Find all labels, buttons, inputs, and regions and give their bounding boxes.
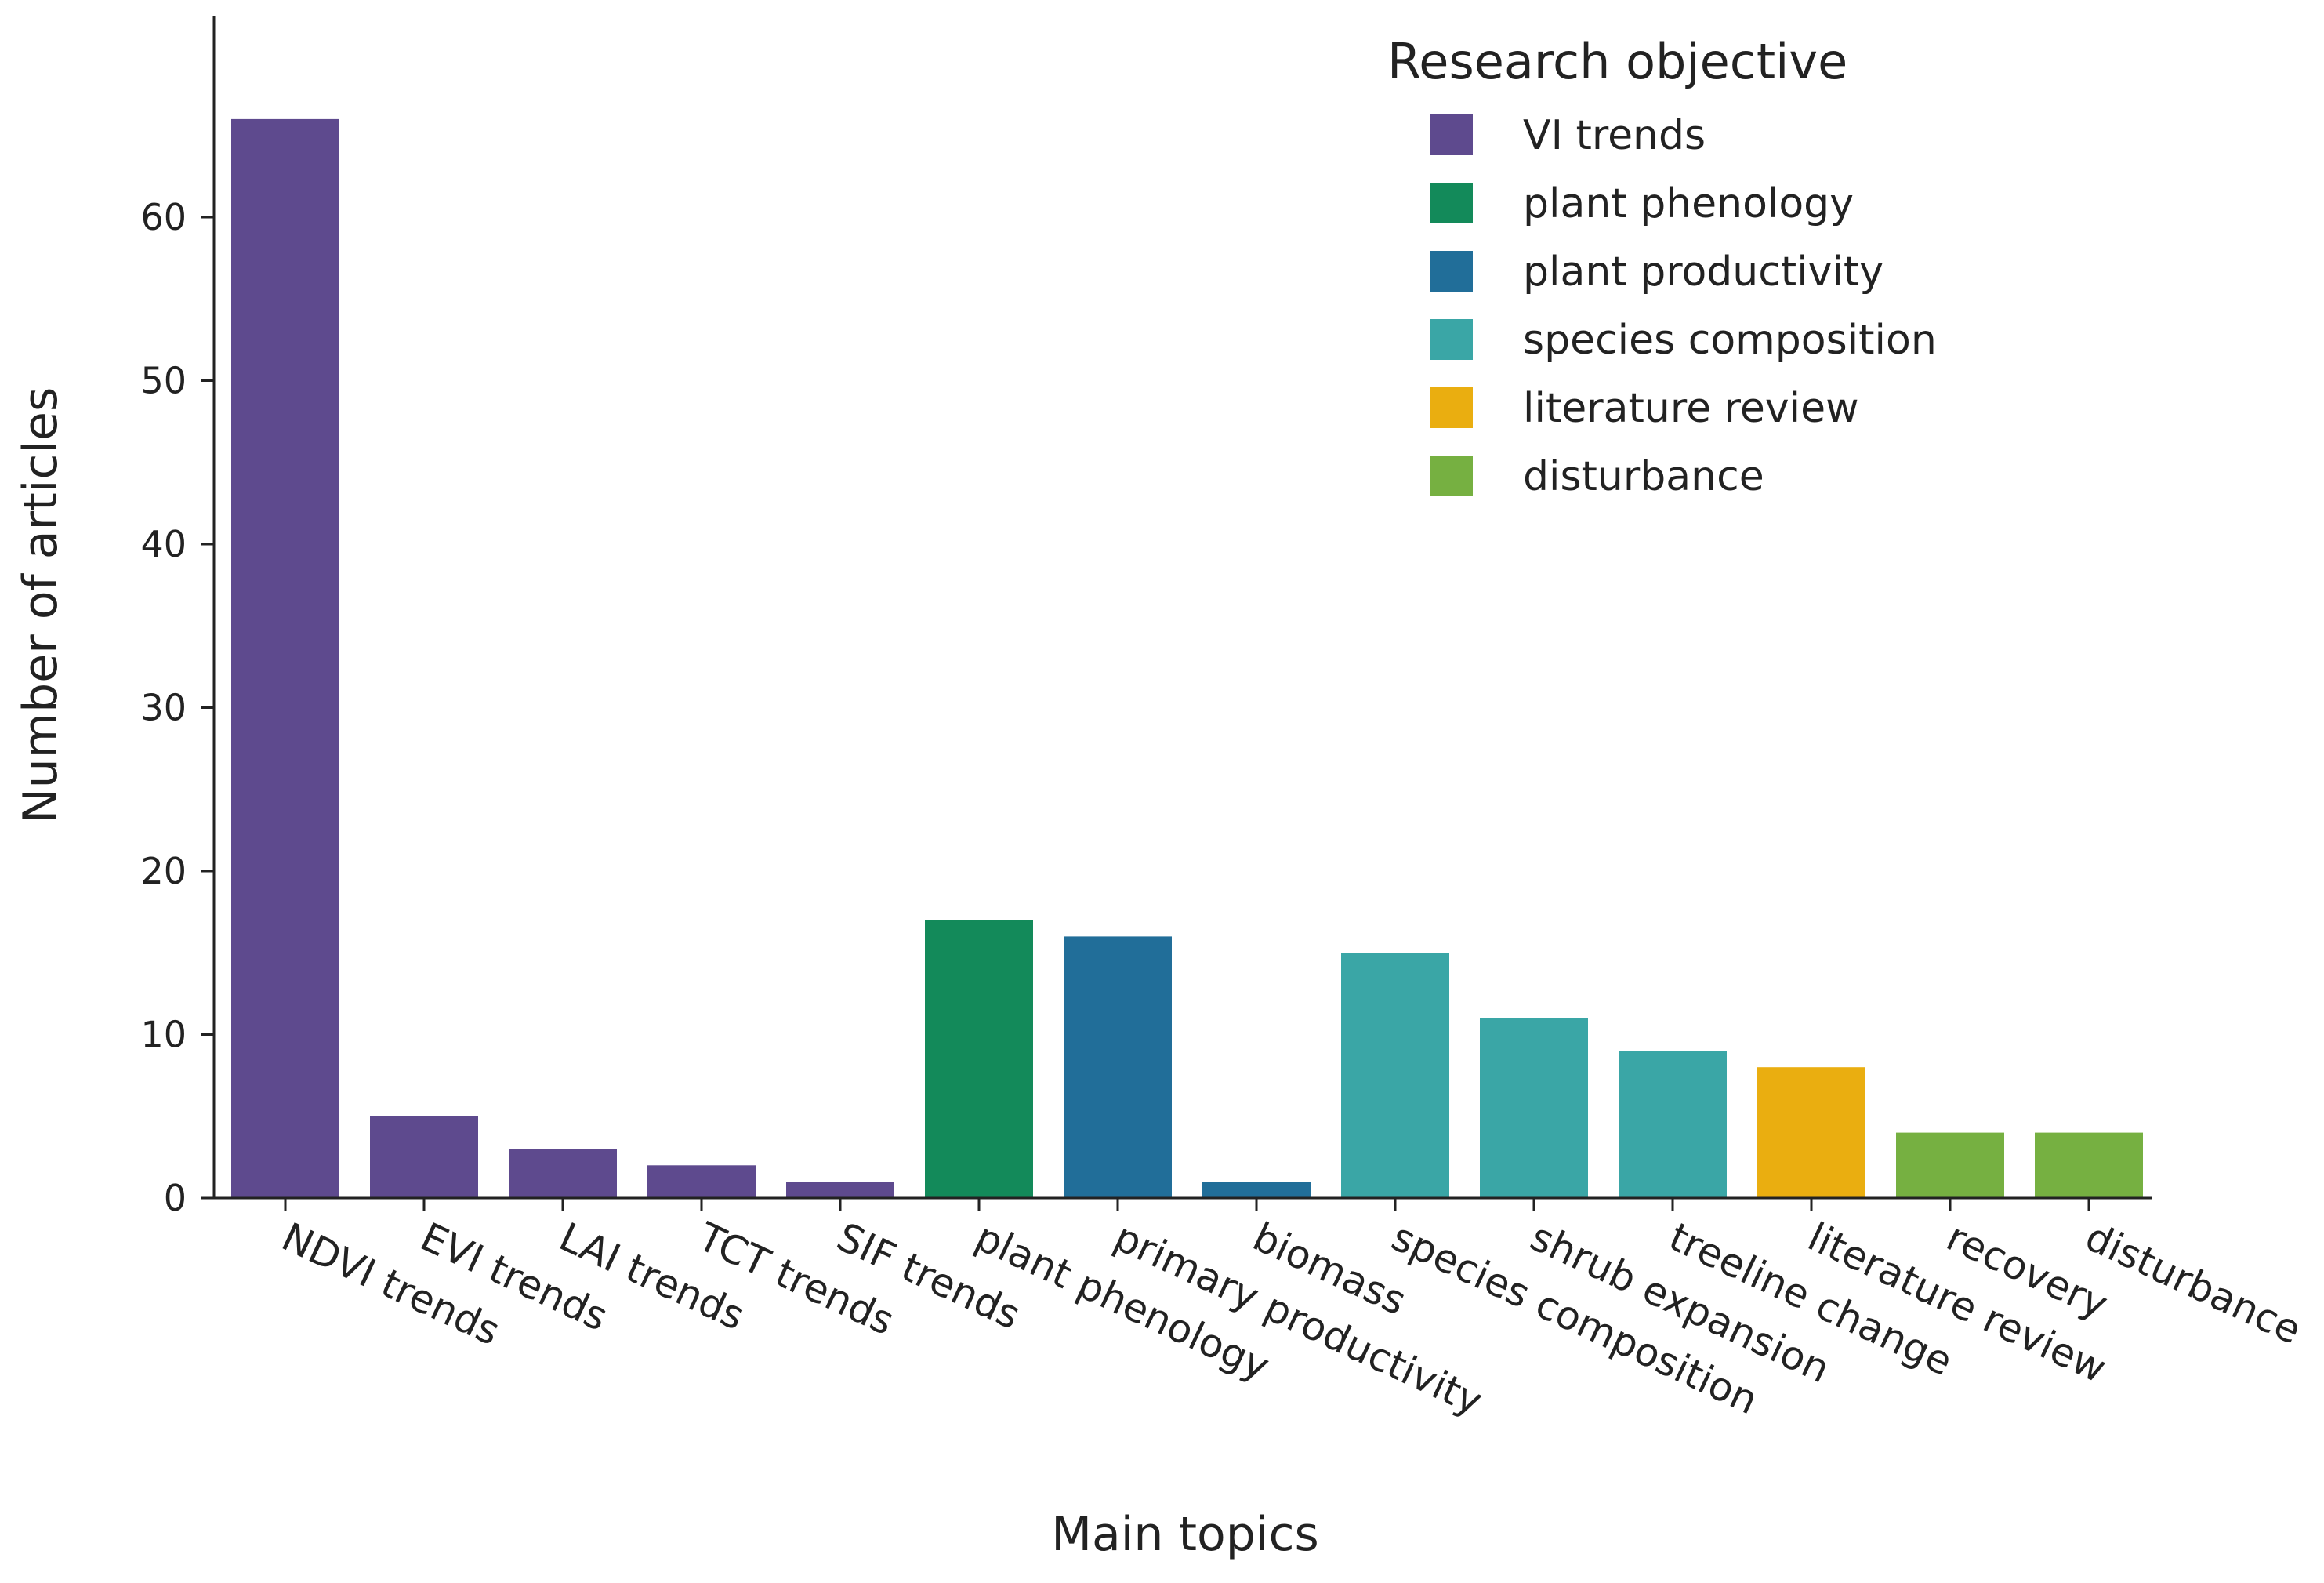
y-tick-label: 60	[140, 196, 187, 238]
bar-tct-trends	[647, 1165, 756, 1198]
bar-ndvi-trends	[231, 118, 339, 1198]
bar-biomass	[1202, 1182, 1311, 1198]
bar-disturbance	[2035, 1132, 2143, 1198]
bar-literature-review	[1757, 1067, 1865, 1198]
x-axis-title: Main topics	[1051, 1507, 1319, 1562]
y-tick-label: 30	[140, 687, 187, 729]
bar-shrub-expansion	[1480, 1018, 1588, 1198]
legend-swatch	[1430, 319, 1473, 360]
y-tick-label: 40	[140, 523, 187, 565]
legend-label: disturbance	[1523, 453, 1764, 500]
bar-species-composition	[1341, 953, 1449, 1198]
bar-primary-productivity	[1064, 936, 1172, 1198]
legend-label: plant productivity	[1523, 249, 1883, 296]
legend-label: plant phenology	[1523, 180, 1854, 227]
legend-swatch	[1430, 456, 1473, 496]
legend-swatch	[1430, 114, 1473, 155]
legend-swatch	[1430, 183, 1473, 223]
bar-evi-trends	[370, 1116, 478, 1198]
legend-label: VI trends	[1523, 112, 1706, 159]
legend-swatch	[1430, 251, 1473, 292]
bar-lai-trends	[509, 1149, 617, 1198]
bar-recovery	[1896, 1132, 2004, 1198]
y-tick-label: 0	[164, 1177, 187, 1219]
x-tick-label: disturbance	[2079, 1214, 2308, 1353]
bars-layer	[231, 118, 2143, 1198]
legend-label: literature review	[1523, 385, 1859, 432]
legend-swatch	[1430, 387, 1473, 428]
legend-label: species composition	[1523, 317, 1937, 364]
bar-sif-trends	[786, 1182, 894, 1198]
legend: Research objective VI trends plant phenol…	[1387, 33, 1937, 500]
bar-treeline-change	[1619, 1051, 1727, 1198]
y-tick-label: 50	[140, 360, 187, 402]
y-tick-label: 10	[140, 1014, 187, 1056]
y-tick-label: 20	[140, 850, 187, 892]
y-axis-ticks: 0 10 20 30 40 50 60	[140, 196, 214, 1219]
bar-plant-phenology	[925, 920, 1033, 1198]
legend-title: Research objective	[1387, 33, 1847, 90]
y-axis-title: Number of articles	[13, 387, 68, 823]
